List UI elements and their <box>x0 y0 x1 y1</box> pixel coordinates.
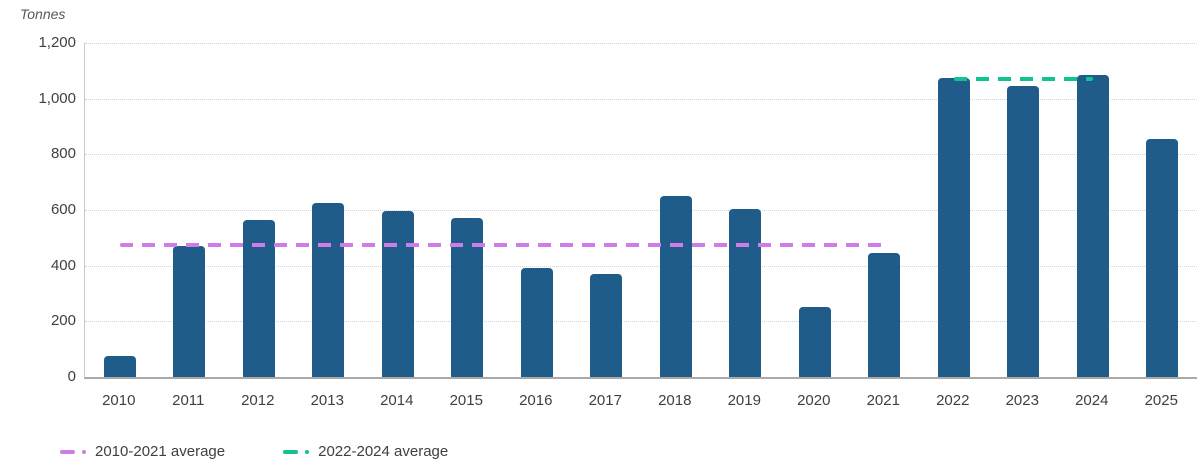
bar-2023 <box>1007 86 1040 377</box>
bar-2010 <box>103 356 136 377</box>
y-tick-200: 200 <box>50 312 76 330</box>
dash-icon <box>283 449 299 454</box>
bars-container <box>85 43 1197 377</box>
bar-2025 <box>1146 139 1179 377</box>
bar-2016 <box>520 268 553 377</box>
x-label-2025: 2025 <box>1144 392 1178 409</box>
x-label-2017: 2017 <box>588 392 622 409</box>
bar-2017 <box>590 274 623 377</box>
bar-2011 <box>173 246 206 377</box>
y-tick-1200: 1,200 <box>38 34 76 51</box>
x-label-2015: 2015 <box>449 392 483 409</box>
gridline-800 <box>85 154 1197 156</box>
dot-icon <box>305 449 310 454</box>
gridline-200 <box>85 321 1197 323</box>
bar-2019 <box>729 208 762 377</box>
bar-slot-2021 <box>850 43 920 377</box>
dash-icon <box>60 449 75 454</box>
bar-slot-2019 <box>711 43 781 377</box>
average-line-2010-2021 <box>119 242 885 247</box>
bar-2013 <box>312 203 345 377</box>
x-label-2023: 2023 <box>1005 392 1039 409</box>
y-tick-0: 0 <box>67 368 76 385</box>
y-axis-ticks: 0 200 400 600 800 1,000 1,200 <box>0 34 76 385</box>
bar-slot-2016 <box>502 43 572 377</box>
bar-slot-2010 <box>85 43 155 377</box>
bar-slot-2011 <box>155 43 225 377</box>
x-label-2019: 2019 <box>727 392 761 409</box>
average-line-2022-2024 <box>953 77 1093 82</box>
bar-2024 <box>1076 75 1109 377</box>
bar-2020 <box>798 307 831 377</box>
gridline-1200 <box>85 43 1197 44</box>
dot-icon <box>82 449 86 454</box>
legend: 2010-2021 average 2022-2024 average <box>60 443 448 460</box>
x-label-2010: 2010 <box>102 392 136 409</box>
bar-slot-2017 <box>572 43 642 377</box>
gridline-400 <box>85 265 1197 267</box>
x-label-2012: 2012 <box>241 392 275 409</box>
x-label-2016: 2016 <box>519 392 553 409</box>
x-label-2018: 2018 <box>658 392 692 409</box>
bar-slot-2014 <box>363 43 433 377</box>
bar-2021 <box>868 253 901 377</box>
bar-slot-2022 <box>919 43 989 377</box>
bar-2014 <box>381 211 414 377</box>
x-label-2011: 2011 <box>172 392 205 409</box>
x-label-2022: 2022 <box>936 392 970 409</box>
plot-area <box>84 43 1197 379</box>
x-label-2021: 2021 <box>866 392 900 409</box>
bar-slot-2013 <box>294 43 364 377</box>
x-label-2020: 2020 <box>797 392 831 409</box>
bar-slot-2020 <box>780 43 850 377</box>
bar-slot-2025 <box>1128 43 1198 377</box>
bar-slot-2015 <box>433 43 503 377</box>
gridline-1000 <box>85 98 1197 100</box>
gridline-600 <box>85 210 1197 211</box>
x-axis-labels: 2010 2011 2012 2013 2014 2015 2016 2017 2018 2019… <box>84 392 1196 409</box>
y-tick-1000: 1,000 <box>38 89 76 107</box>
legend-item-2022-2024-average: 2022-2024 average <box>283 443 448 460</box>
y-tick-800: 800 <box>50 145 76 163</box>
bar-slot-2012 <box>224 43 294 377</box>
y-tick-600: 600 <box>50 201 76 218</box>
bar-2022 <box>937 77 970 377</box>
legend-item-2010-2021-average: 2010-2021 average <box>60 443 225 460</box>
bar-2018 <box>659 196 692 377</box>
bar-slot-2023 <box>989 43 1059 377</box>
legend-label: 2010-2021 average <box>95 443 226 460</box>
x-label-2013: 2013 <box>310 392 344 409</box>
y-tick-400: 400 <box>50 256 76 274</box>
x-label-2024: 2024 <box>1075 392 1109 409</box>
x-label-2014: 2014 <box>380 392 414 409</box>
bar-slot-2024 <box>1058 43 1128 377</box>
bar-slot-2018 <box>641 43 711 377</box>
legend-label: 2022-2024 average <box>318 443 449 460</box>
y-axis-title: Tonnes <box>20 6 66 22</box>
